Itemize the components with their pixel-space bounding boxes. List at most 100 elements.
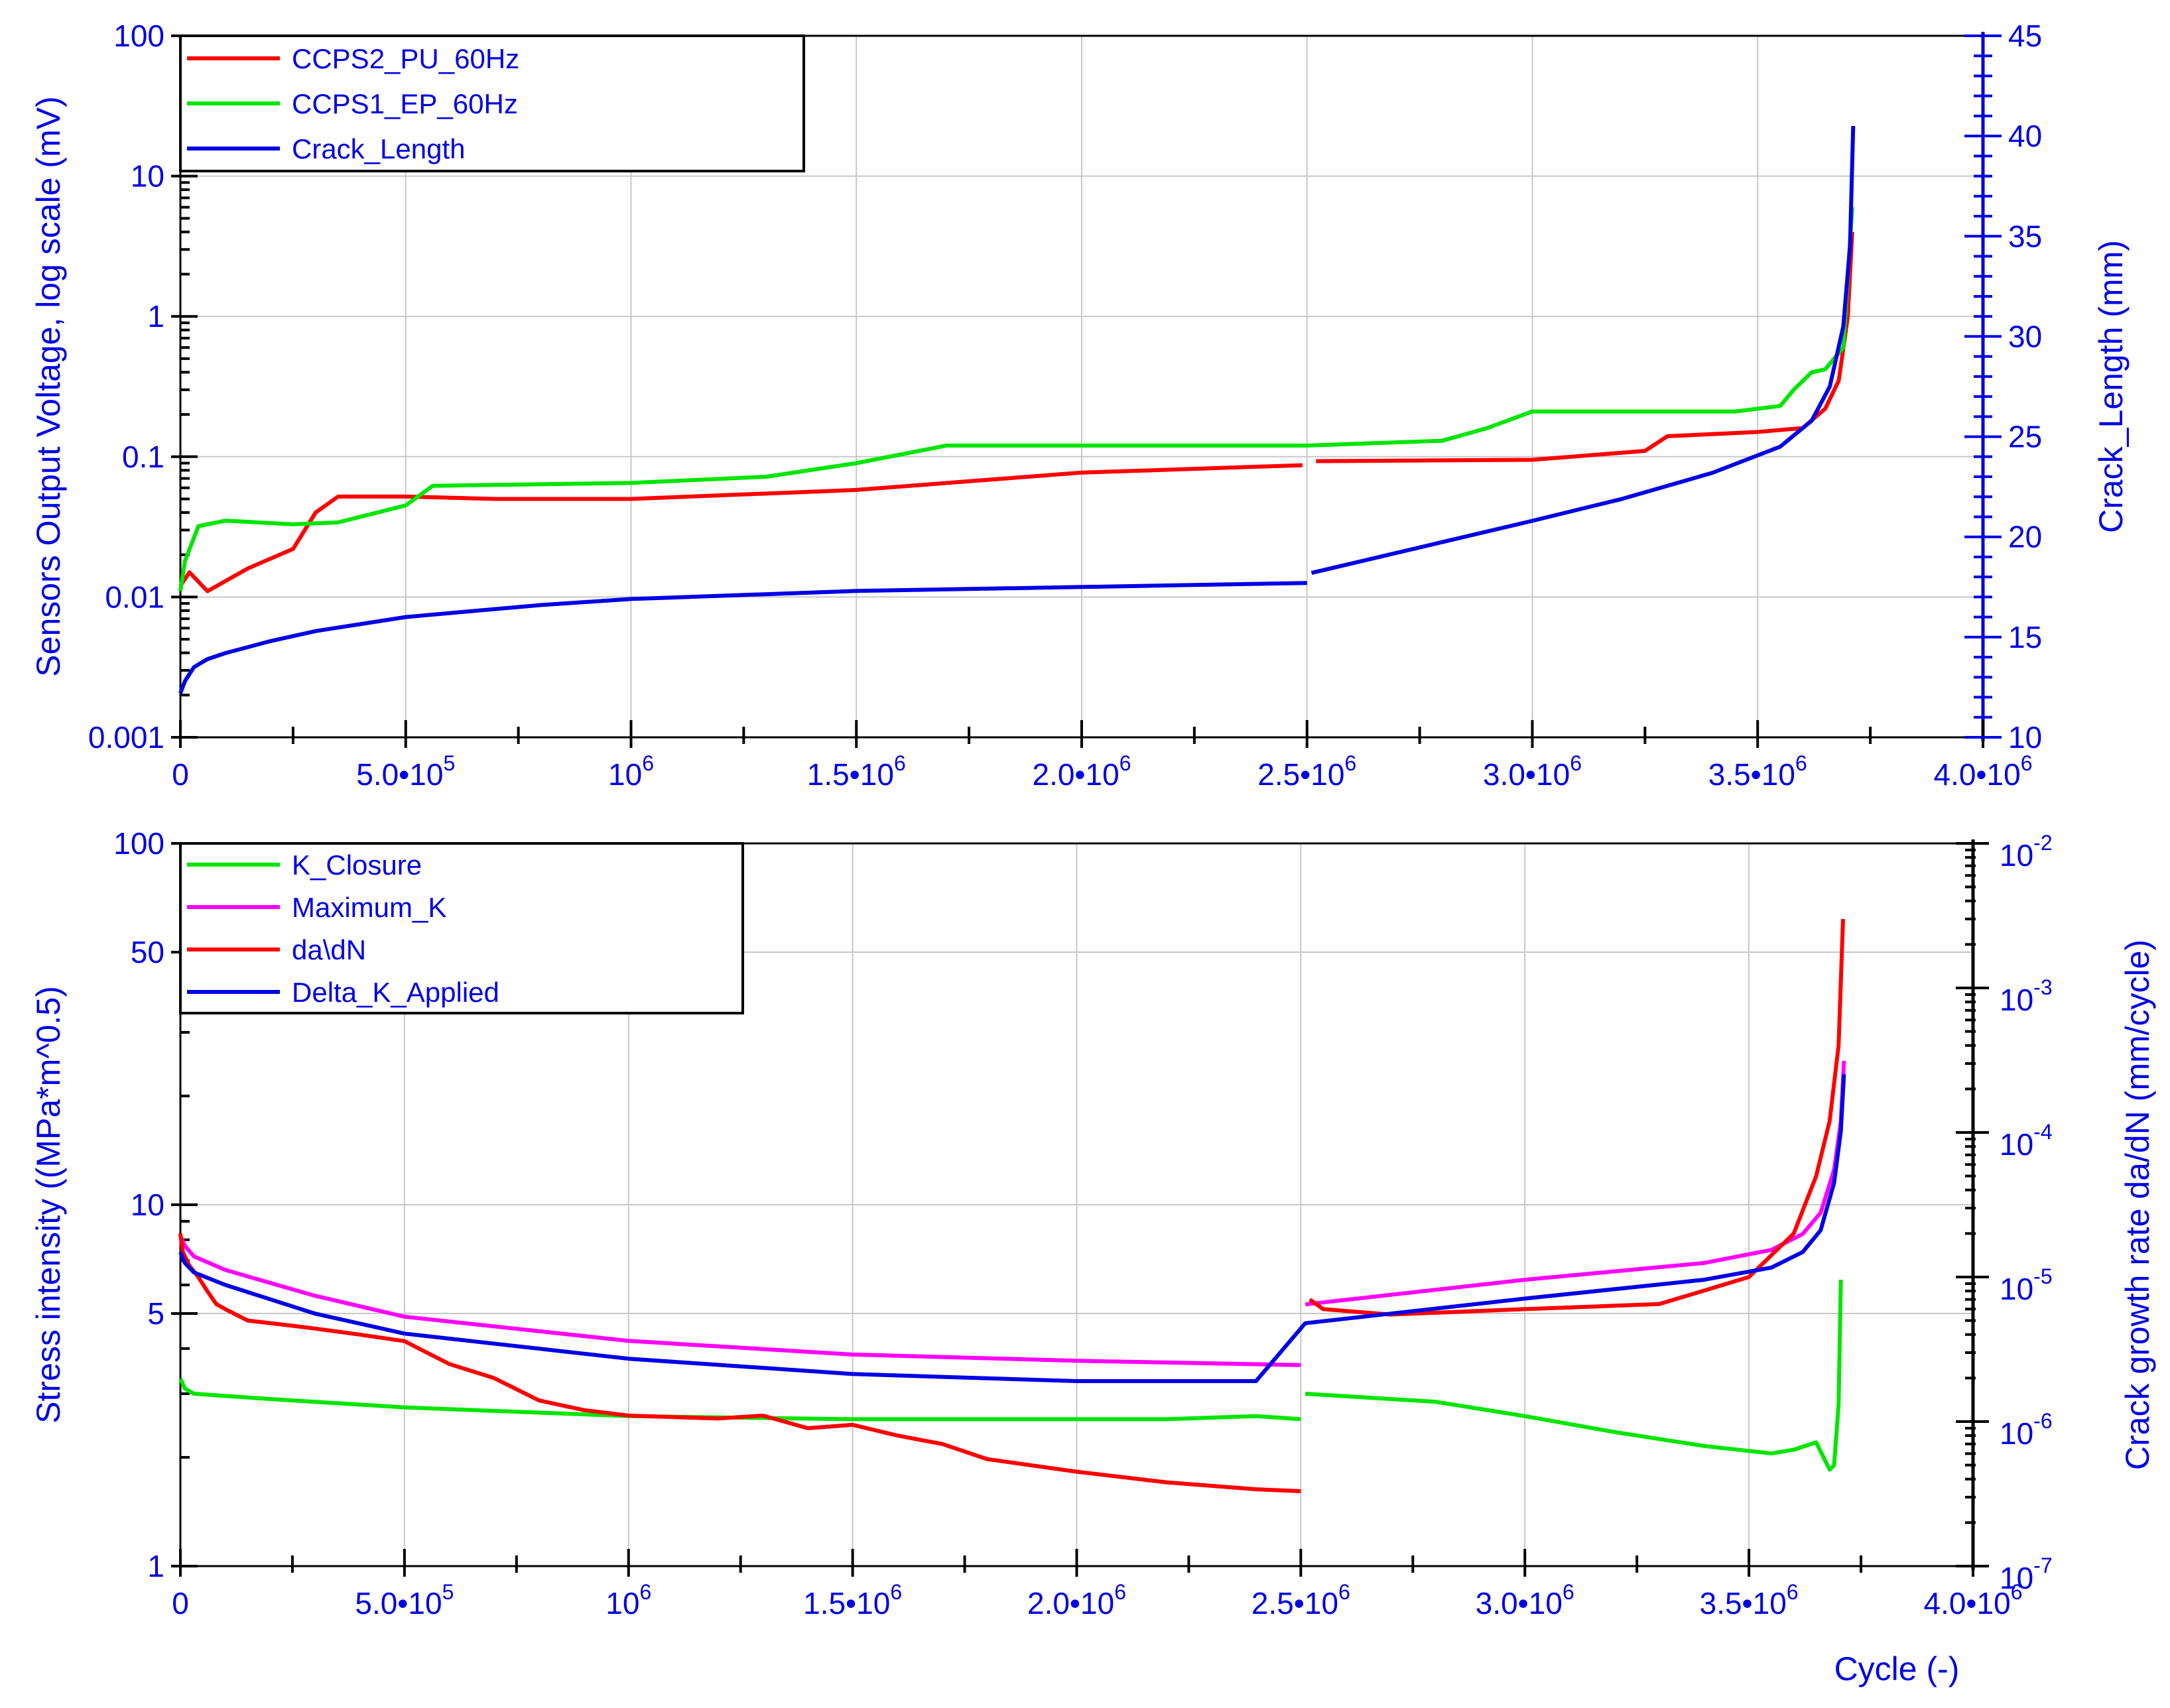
x-tick-label: 0 — [172, 1586, 189, 1620]
left-axis-title: Stress intensity ((MPa*m^0.5) — [30, 986, 67, 1424]
x-tick-exponent: 6 — [1563, 1580, 1574, 1604]
x-tick-exponent: 6 — [894, 751, 906, 775]
x-tick-exponent: 6 — [1114, 1580, 1126, 1604]
legend-label: Crack_Length — [292, 133, 466, 164]
x-tick-base: 2.5•10 — [1251, 1586, 1338, 1620]
x-tick-exponent: 6 — [1338, 1580, 1350, 1604]
legend-box — [179, 842, 744, 1014]
right-tick-label: 10-5 — [2000, 1264, 2053, 1306]
right-tick-exponent: -5 — [2033, 1264, 2052, 1288]
legend-label: Delta_K_Applied — [292, 977, 499, 1008]
series-line-1 — [1316, 231, 1854, 463]
series-line-1 — [178, 463, 1303, 593]
legend-label: CCPS2_PU_60Hz — [292, 43, 519, 74]
left-tick-label: 10 — [131, 159, 164, 194]
series-line-1 — [178, 1378, 1301, 1422]
right-tick-label: 10-7 — [2000, 1554, 2053, 1595]
x-tick-label: 0 — [172, 757, 189, 792]
x-tick-label: 2.0•106 — [1032, 751, 1131, 792]
x-tick-exponent: 6 — [1570, 751, 1582, 775]
x-tick-exponent: 6 — [890, 1580, 902, 1604]
series-line-3 — [178, 1233, 1301, 1493]
left-tick-label: 1 — [147, 299, 164, 334]
right-tick-exponent: -3 — [2033, 975, 2052, 999]
x-axis-title: Cycle (-) — [1834, 1650, 1960, 1687]
left-tick-label: 10 — [131, 1188, 164, 1222]
right-tick-exponent: -6 — [2033, 1409, 2052, 1433]
right-tick-base: 10 — [2000, 1272, 2033, 1306]
legend-box — [179, 34, 805, 172]
series-line-3 — [1308, 918, 1845, 1317]
right-axis-title: Crack_Length (mm) — [2092, 240, 2130, 533]
legend-label: da\dN — [292, 934, 366, 965]
left-tick-label: 50 — [131, 935, 164, 969]
x-tick-label: 3.5•106 — [1708, 751, 1807, 792]
legend-label: K_Closure — [292, 849, 422, 881]
x-tick-base: 1.5•10 — [803, 1586, 890, 1620]
x-tick-base: 10 — [608, 757, 642, 792]
x-tick-base: 0 — [172, 1586, 189, 1620]
right-tick-label: 40 — [2008, 119, 2042, 153]
right-tick-base: 10 — [2000, 1127, 2033, 1162]
x-tick-base: 3.5•10 — [1700, 1586, 1787, 1620]
left-tick-label: 0.1 — [122, 440, 164, 474]
x-tick-label: 2.0•106 — [1027, 1580, 1126, 1620]
legend-label: Maximum_K — [292, 892, 446, 923]
series-line-2 — [178, 207, 1854, 592]
right-tick-base: 10 — [2000, 1416, 2033, 1451]
x-tick-base: 4.0•10 — [1923, 1586, 2010, 1620]
x-tick-label: 3.0•106 — [1476, 1580, 1574, 1620]
right-tick-label: 20 — [2008, 520, 2042, 554]
left-axis-title: Sensors Output Voltage, log scale (mV) — [30, 96, 67, 676]
x-tick-label: 3.0•106 — [1483, 751, 1582, 792]
x-tick-base: 5.0•10 — [355, 1586, 442, 1620]
right-tick-label: 15 — [2008, 620, 2042, 654]
legend-label: CCPS1_EP_60Hz — [292, 88, 518, 119]
x-tick-label: 5.0•105 — [356, 751, 455, 792]
right-tick-exponent: -2 — [2033, 831, 2052, 855]
x-tick-label: 4.0•106 — [1933, 751, 2032, 792]
x-tick-exponent: 6 — [2011, 1580, 2023, 1604]
left-tick-label: 0.001 — [88, 720, 164, 755]
x-tick-exponent: 5 — [443, 751, 455, 775]
x-tick-label: 2.5•106 — [1257, 751, 1356, 792]
right-tick-label: 35 — [2008, 219, 2042, 253]
x-tick-exponent: 6 — [1795, 751, 1807, 775]
right-tick-exponent: -4 — [2033, 1120, 2052, 1144]
x-tick-exponent: 5 — [442, 1580, 454, 1604]
x-tick-exponent: 6 — [1119, 751, 1131, 775]
x-tick-label: 106 — [606, 1580, 651, 1620]
x-tick-base: 3.0•10 — [1483, 757, 1570, 792]
x-tick-label: 5.0•105 — [355, 1580, 454, 1620]
x-tick-base: 5.0•10 — [356, 757, 443, 792]
x-tick-label: 4.0•106 — [1923, 1580, 2022, 1620]
x-tick-base: 2.5•10 — [1257, 757, 1344, 792]
right-axis-title: Crack growth rate da/dN (mm/cycle) — [2119, 940, 2156, 1470]
series-line-3 — [1310, 125, 1856, 576]
x-tick-label: 106 — [608, 751, 654, 792]
x-tick-base: 3.0•10 — [1476, 1586, 1563, 1620]
right-tick-label: 30 — [2008, 319, 2042, 353]
left-tick-label: 100 — [113, 826, 164, 861]
left-tick-label: 1 — [147, 1549, 164, 1583]
right-tick-label: 10-6 — [2000, 1409, 2053, 1451]
right-tick-label: 10 — [2008, 720, 2042, 755]
x-tick-exponent: 6 — [1344, 751, 1356, 775]
right-tick-base: 10 — [2000, 1561, 2033, 1595]
series-line-4 — [178, 1073, 1846, 1383]
x-tick-base: 0 — [172, 757, 189, 792]
x-tick-exponent: 6 — [2021, 751, 2033, 775]
right-tick-base: 10 — [2000, 983, 2033, 1017]
right-tick-exponent: -7 — [2033, 1554, 2052, 1577]
right-tick-label: 25 — [2008, 420, 2042, 454]
x-tick-label: 3.5•106 — [1700, 1580, 1799, 1620]
x-tick-base: 2.0•10 — [1032, 757, 1119, 792]
x-tick-exponent: 6 — [1787, 1580, 1799, 1604]
x-tick-base: 2.0•10 — [1027, 1586, 1114, 1620]
x-tick-exponent: 6 — [639, 1580, 651, 1604]
x-tick-label: 1.5•106 — [803, 1580, 902, 1620]
series-line-1 — [1305, 1280, 1843, 1472]
x-tick-base: 4.0•10 — [1933, 757, 2020, 792]
right-tick-label: 10-4 — [2000, 1120, 2053, 1162]
